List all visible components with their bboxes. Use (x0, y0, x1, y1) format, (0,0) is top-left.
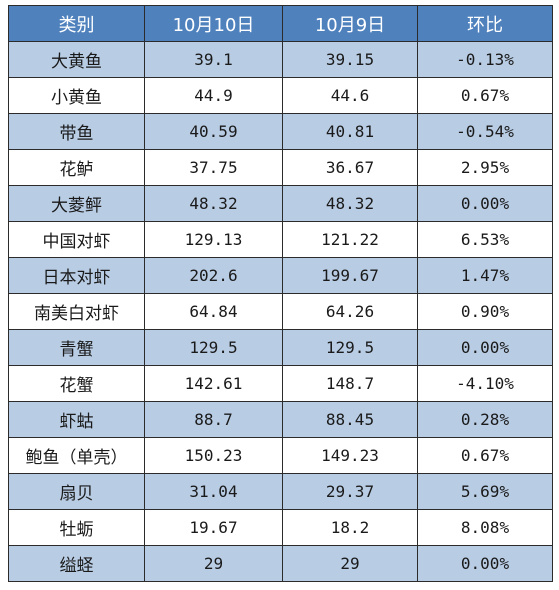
price-table: 类别 10月10日 10月9日 环比 大黄鱼 39.1 39.15 -0.13%… (8, 5, 553, 582)
price-oct-10-cell: 29 (144, 545, 283, 582)
price-oct-9-cell: 149.23 (282, 437, 418, 474)
price-oct-10-cell: 129.13 (144, 221, 283, 258)
change-cell: 6.53% (417, 221, 553, 258)
price-oct-9-cell: 148.7 (282, 365, 418, 402)
price-oct-10-cell: 88.7 (144, 401, 283, 438)
change-cell: 0.28% (417, 401, 553, 438)
table-row: 牡蛎 19.67 18.2 8.08% (8, 509, 553, 546)
change-cell: 0.67% (417, 77, 553, 114)
category-cell: 鲍鱼（单壳） (8, 437, 145, 474)
price-oct-9-cell: 36.67 (282, 149, 418, 186)
category-cell: 虾蛄 (8, 401, 145, 438)
table-row: 中国对虾 129.13 121.22 6.53% (8, 221, 553, 258)
table-row: 青蟹 129.5 129.5 0.00% (8, 329, 553, 366)
category-cell: 花蟹 (8, 365, 145, 402)
table-row: 小黄鱼 44.9 44.6 0.67% (8, 77, 553, 114)
table-row: 南美白对虾 64.84 64.26 0.90% (8, 293, 553, 330)
price-oct-10-cell: 202.6 (144, 257, 283, 294)
category-cell: 带鱼 (8, 113, 145, 150)
table-row: 带鱼 40.59 40.81 -0.54% (8, 113, 553, 150)
category-cell: 中国对虾 (8, 221, 145, 258)
change-cell: 1.47% (417, 257, 553, 294)
price-oct-9-cell: 48.32 (282, 185, 418, 222)
price-oct-9-cell: 88.45 (282, 401, 418, 438)
price-oct-10-cell: 31.04 (144, 473, 283, 510)
category-cell: 大黄鱼 (8, 41, 145, 78)
change-cell: 0.00% (417, 185, 553, 222)
price-oct-9-cell: 44.6 (282, 77, 418, 114)
category-cell: 牡蛎 (8, 509, 145, 546)
price-oct-10-cell: 48.32 (144, 185, 283, 222)
price-oct-9-cell: 29.37 (282, 473, 418, 510)
price-oct-10-cell: 40.59 (144, 113, 283, 150)
table-row: 日本对虾 202.6 199.67 1.47% (8, 257, 553, 294)
price-oct-10-cell: 64.84 (144, 293, 283, 330)
category-cell: 小黄鱼 (8, 77, 145, 114)
table-row: 大黄鱼 39.1 39.15 -0.13% (8, 41, 553, 78)
category-cell: 大菱鲆 (8, 185, 145, 222)
category-cell: 缢蛏 (8, 545, 145, 582)
table-row: 花蟹 142.61 148.7 -4.10% (8, 365, 553, 402)
header-category: 类别 (8, 5, 145, 42)
table-row: 大菱鲆 48.32 48.32 0.00% (8, 185, 553, 222)
change-cell: -4.10% (417, 365, 553, 402)
change-cell: 8.08% (417, 509, 553, 546)
table-row: 虾蛄 88.7 88.45 0.28% (8, 401, 553, 438)
change-cell: 0.00% (417, 329, 553, 366)
price-oct-10-cell: 39.1 (144, 41, 283, 78)
change-cell: -0.54% (417, 113, 553, 150)
header-change: 环比 (417, 5, 553, 42)
change-cell: 0.00% (417, 545, 553, 582)
price-oct-9-cell: 29 (282, 545, 418, 582)
price-oct-10-cell: 44.9 (144, 77, 283, 114)
price-oct-9-cell: 18.2 (282, 509, 418, 546)
price-oct-9-cell: 64.26 (282, 293, 418, 330)
change-cell: -0.13% (417, 41, 553, 78)
change-cell: 0.67% (417, 437, 553, 474)
table-row: 扇贝 31.04 29.37 5.69% (8, 473, 553, 510)
change-cell: 0.90% (417, 293, 553, 330)
price-oct-10-cell: 37.75 (144, 149, 283, 186)
price-oct-10-cell: 142.61 (144, 365, 283, 402)
price-oct-9-cell: 39.15 (282, 41, 418, 78)
price-oct-10-cell: 19.67 (144, 509, 283, 546)
table-row: 缢蛏 29 29 0.00% (8, 545, 553, 582)
header-oct-10: 10月10日 (144, 5, 283, 42)
table-row: 花鲈 37.75 36.67 2.95% (8, 149, 553, 186)
table-header-row: 类别 10月10日 10月9日 环比 (8, 5, 553, 42)
price-oct-9-cell: 121.22 (282, 221, 418, 258)
header-oct-9: 10月9日 (282, 5, 418, 42)
category-cell: 青蟹 (8, 329, 145, 366)
category-cell: 扇贝 (8, 473, 145, 510)
price-oct-10-cell: 129.5 (144, 329, 283, 366)
table-row: 鲍鱼（单壳） 150.23 149.23 0.67% (8, 437, 553, 474)
change-cell: 5.69% (417, 473, 553, 510)
price-oct-9-cell: 199.67 (282, 257, 418, 294)
price-oct-9-cell: 40.81 (282, 113, 418, 150)
price-oct-10-cell: 150.23 (144, 437, 283, 474)
category-cell: 花鲈 (8, 149, 145, 186)
category-cell: 日本对虾 (8, 257, 145, 294)
category-cell: 南美白对虾 (8, 293, 145, 330)
price-oct-9-cell: 129.5 (282, 329, 418, 366)
price-table-container: 类别 10月10日 10月9日 环比 大黄鱼 39.1 39.15 -0.13%… (8, 5, 553, 582)
change-cell: 2.95% (417, 149, 553, 186)
